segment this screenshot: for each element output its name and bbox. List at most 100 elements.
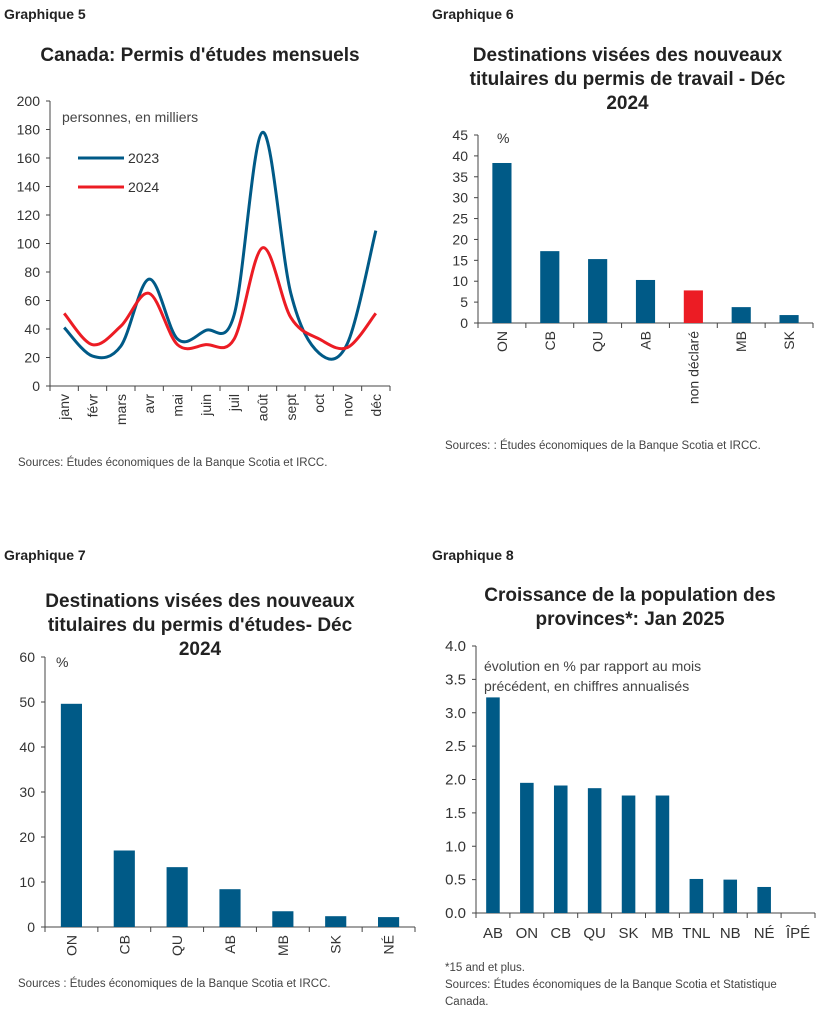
y-tick-label: 100 xyxy=(17,236,41,252)
y-tick-label: 60 xyxy=(24,293,40,309)
x-tick-label: sept xyxy=(283,394,299,421)
y-tick-label: 60 xyxy=(19,649,35,665)
bar-ON xyxy=(520,782,534,913)
chart5-label: Graphique 5 xyxy=(4,6,86,22)
x-tick-label: NÉ xyxy=(381,935,397,954)
y-tick-label: 3.0 xyxy=(445,705,466,722)
unit-label: % xyxy=(56,654,68,670)
chart7-title: Destinations visées des nouveaux titulai… xyxy=(45,591,355,660)
series-line-2023 xyxy=(63,130,378,361)
x-tick-label: MB xyxy=(733,331,749,352)
y-tick-label: 30 xyxy=(19,784,35,800)
bar-QU xyxy=(588,259,608,323)
chart7-label: Graphique 7 xyxy=(4,547,86,563)
bar-AB xyxy=(486,697,500,913)
x-tick-label: NÉ xyxy=(754,925,775,942)
legend-label: 2023 xyxy=(128,150,159,166)
bar-MB xyxy=(272,911,294,927)
x-tick-label: QU xyxy=(583,925,606,942)
y-axis-label: personnes, en milliers xyxy=(62,109,198,125)
chart8-label: Graphique 8 xyxy=(432,547,514,563)
x-tick-label: SK xyxy=(781,330,797,349)
x-tick-label: janv xyxy=(56,394,72,421)
y-tick-label: 80 xyxy=(24,264,40,280)
x-tick-label: déc xyxy=(368,394,384,417)
chart6-source: Sources: : Études économiques de la Banq… xyxy=(445,440,761,452)
y-tick-label: 25 xyxy=(452,211,468,227)
bar-QU xyxy=(587,788,602,913)
x-tick-label: SK xyxy=(328,934,344,953)
bar-MB xyxy=(731,307,751,323)
x-tick-label: ON xyxy=(516,925,539,942)
y-tick-label: 40 xyxy=(24,321,40,337)
chart8-note: *15 and et plus. xyxy=(445,962,525,974)
x-tick-label: oct xyxy=(311,394,327,413)
y-tick-label: 35 xyxy=(452,169,468,185)
y-tick-label: 0 xyxy=(460,315,468,331)
y-tick-label: 1.0 xyxy=(445,838,466,855)
bar-AB xyxy=(219,889,241,927)
legend-label: 2024 xyxy=(128,179,159,195)
x-tick-label: CB xyxy=(116,935,132,954)
y-tick-label: 10 xyxy=(19,874,35,890)
chart5-source: Sources: Études économiques de la Banque… xyxy=(18,457,328,469)
x-tick-label: CB xyxy=(550,925,571,942)
x-tick-label: QU xyxy=(590,331,606,352)
bar-MB xyxy=(655,795,670,913)
y-tick-label: 0 xyxy=(27,919,35,935)
y-tick-label: 2.0 xyxy=(445,772,466,789)
x-tick-label: MB xyxy=(651,925,674,942)
x-tick-label: TNL xyxy=(682,925,710,942)
x-tick-label: ÎPÉ xyxy=(785,925,810,942)
x-tick-label: AB xyxy=(222,935,238,954)
unit-label: % xyxy=(497,130,509,146)
y-tick-label: 50 xyxy=(19,694,35,710)
y-tick-label: 4.0 xyxy=(445,638,466,655)
x-tick-label: juin xyxy=(198,394,214,417)
y-tick-label: 3.5 xyxy=(445,671,466,688)
y-tick-label: 40 xyxy=(452,148,468,164)
bar-ON xyxy=(492,162,512,323)
x-tick-label: ON xyxy=(494,331,510,352)
y-tick-label: 140 xyxy=(17,179,41,195)
x-tick-label: févr xyxy=(85,394,101,418)
x-tick-label: août xyxy=(255,394,271,421)
y-tick-label: 15 xyxy=(452,252,468,268)
y-tick-label: 20 xyxy=(19,829,35,845)
y-tick-label: 30 xyxy=(452,190,468,206)
y-tick-label: 180 xyxy=(17,122,41,138)
bar-CB xyxy=(113,850,135,927)
y-tick-label: 20 xyxy=(24,350,40,366)
x-tick-label: NB xyxy=(720,925,741,942)
bar-non déclaré xyxy=(683,290,703,323)
y-tick-label: 0 xyxy=(32,378,40,394)
y-tick-label: 40 xyxy=(19,739,35,755)
x-tick-label: mai xyxy=(170,394,186,417)
x-tick-label: avr xyxy=(141,394,157,414)
chart8-title: Croissance de la population des province… xyxy=(484,585,776,630)
bar-NB xyxy=(723,879,738,913)
chart7-source: Sources : Études économiques de la Banqu… xyxy=(18,978,331,990)
bar-TNL xyxy=(689,878,704,913)
chart8-source: Sources: Études économiques de la Banque… xyxy=(445,979,777,1008)
y-tick-label: 10 xyxy=(452,273,468,289)
y-tick-label: 0.5 xyxy=(445,872,466,889)
x-tick-label: AB xyxy=(483,925,503,942)
bar-CB xyxy=(553,785,568,913)
x-tick-label: nov xyxy=(340,394,356,417)
y-tick-label: 1.5 xyxy=(445,805,466,822)
y-tick-label: 200 xyxy=(17,93,41,109)
x-tick-label: CB xyxy=(542,331,558,350)
bar-QU xyxy=(166,867,188,927)
bar-SK xyxy=(621,795,636,913)
bar-ON xyxy=(60,703,82,927)
x-tick-label: juil xyxy=(226,394,242,412)
x-tick-label: mars xyxy=(113,394,129,425)
y-tick-label: 0.0 xyxy=(445,905,466,922)
y-tick-label: 120 xyxy=(17,207,41,223)
x-tick-label: AB xyxy=(638,331,654,350)
chart6-title: Destinations visées des nouveaux titulai… xyxy=(469,45,786,114)
bar-SK xyxy=(779,315,799,323)
y-tick-label: 20 xyxy=(452,231,468,247)
